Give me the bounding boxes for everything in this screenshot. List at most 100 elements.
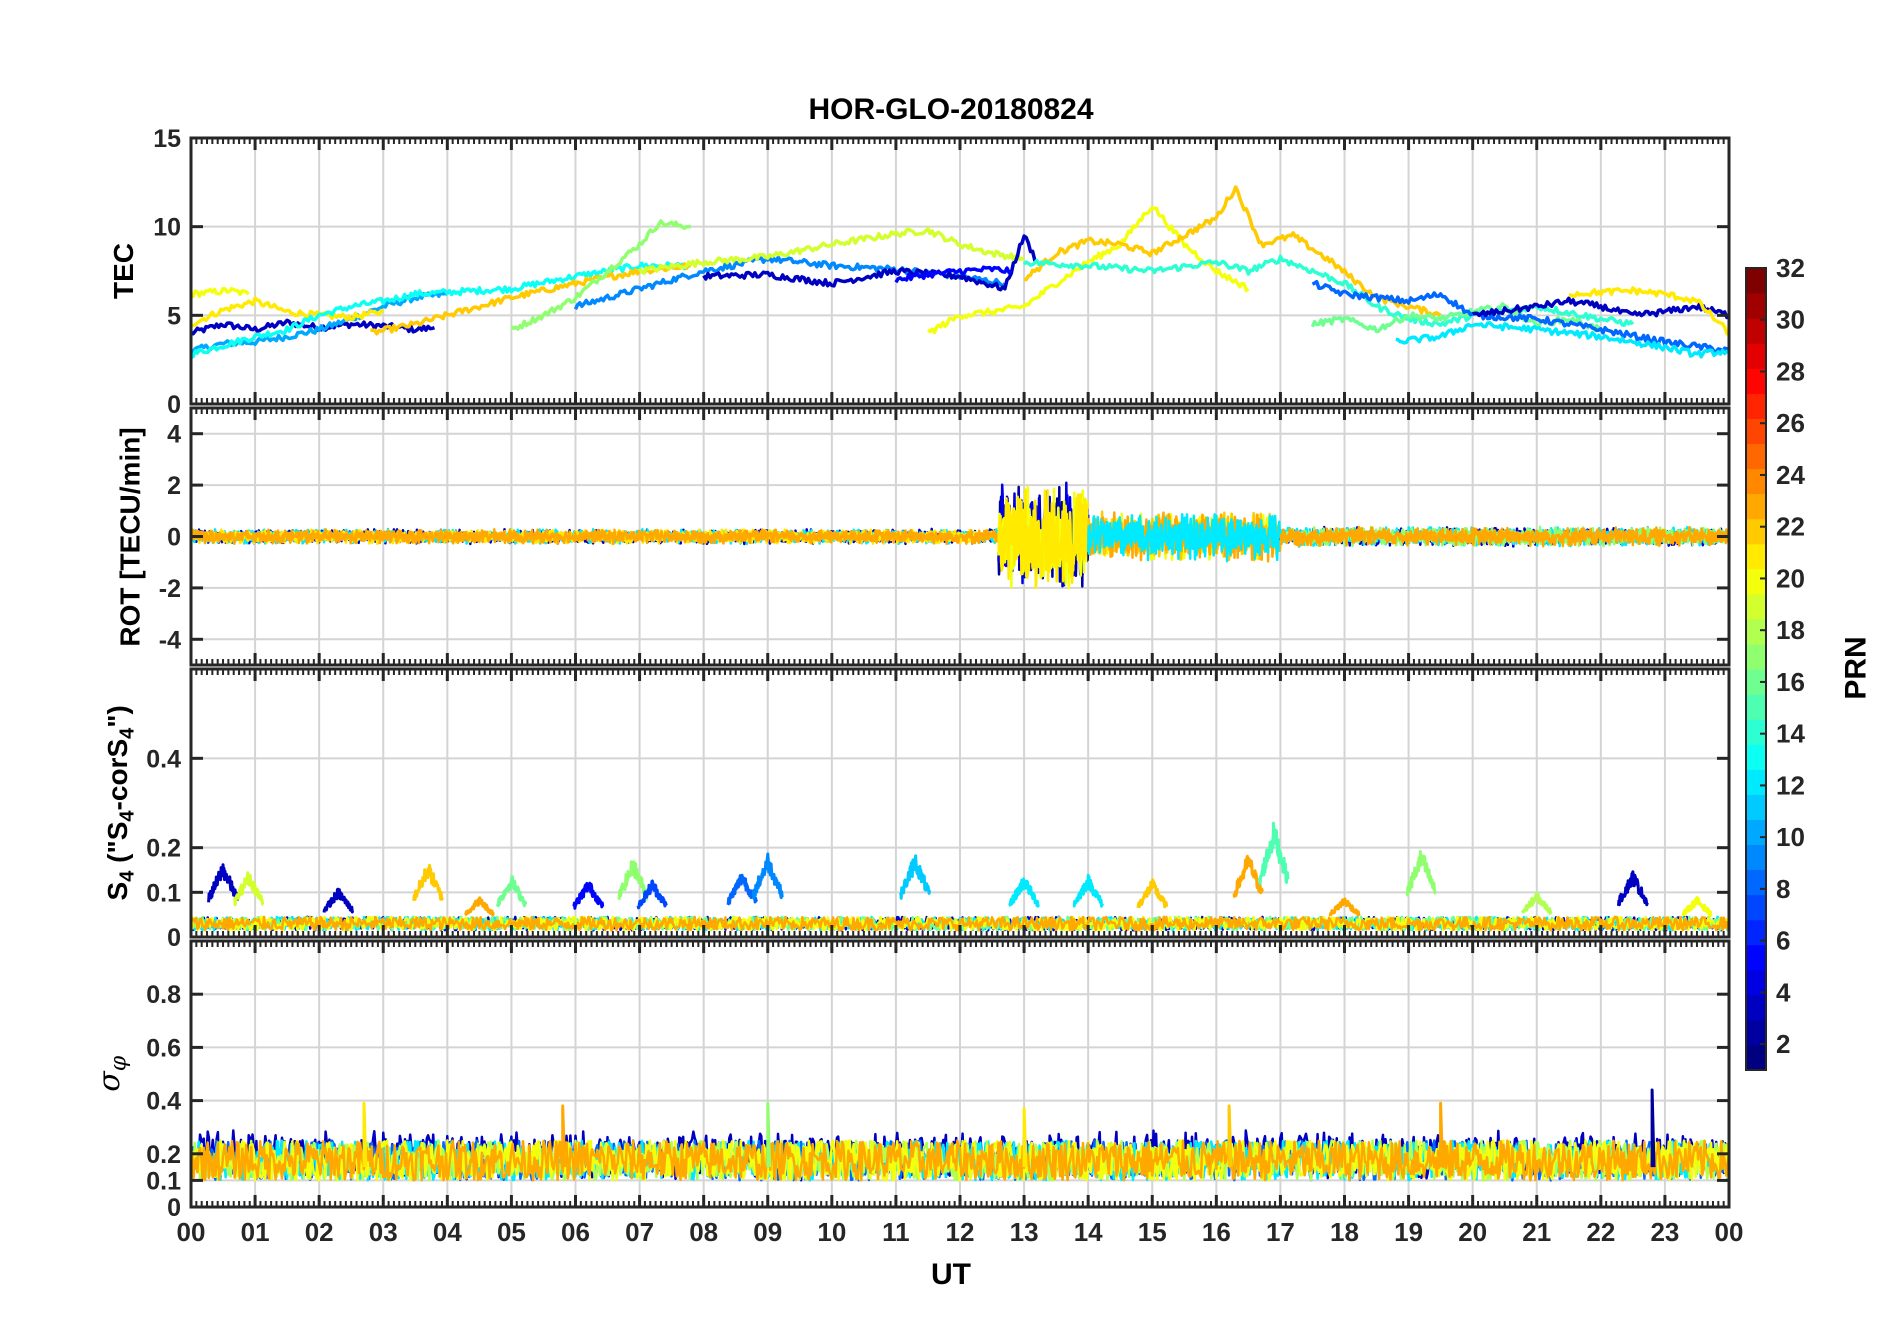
y-axis-label-rot: ROT [TECU/min]	[114, 426, 146, 647]
colorbar-segment	[1746, 493, 1766, 520]
colorbar-segment	[1746, 769, 1766, 795]
colorbar-tick-label: 26	[1776, 408, 1805, 438]
colorbar-frame	[1745, 267, 1767, 1071]
colorbar-segment	[1746, 844, 1766, 871]
y-tick-label: 0	[167, 1194, 181, 1222]
sigma-phi-peak-prn-23	[1439, 1101, 1444, 1168]
colorbar-segment	[1746, 268, 1766, 294]
s4-peak-prn-12	[1008, 877, 1040, 908]
s4-peak-prn-19	[232, 871, 265, 907]
colorbar-segment	[1746, 819, 1766, 846]
y-tick-label: 0.2	[146, 835, 181, 863]
y-tick-label: 2	[167, 472, 181, 500]
colorbar-tick-label: 16	[1776, 667, 1805, 697]
tec-series-prn-19	[638, 226, 1025, 276]
x-tick-label: 13	[1010, 1217, 1039, 1247]
colorbar-tick-label: 18	[1776, 615, 1805, 645]
y-tick-label: 0.8	[146, 981, 181, 1009]
tec-series-prn-20	[189, 286, 250, 299]
colorbar-segment	[1746, 944, 1766, 971]
colorbar-segment	[1746, 694, 1766, 720]
x-tick-label: 00	[1715, 1217, 1744, 1247]
y-tick-label: 0	[167, 524, 181, 552]
colorbar-tick-label: 28	[1776, 356, 1805, 386]
x-tick-label: 15	[1138, 1217, 1167, 1247]
tec-series-prn-22	[1023, 185, 1442, 318]
y-tick-label: 10	[153, 214, 181, 242]
s4-peak-prn-23	[463, 896, 495, 917]
x-tick-label: 17	[1266, 1217, 1295, 1247]
s4-peak-prn-12	[1072, 873, 1104, 908]
colorbar-segment	[1746, 368, 1766, 394]
y-tick-label: 0.6	[146, 1034, 181, 1062]
rot-series-prn-21	[997, 488, 1090, 589]
y-tick-label: 5	[167, 302, 181, 330]
colorbar-tick-label: 32	[1776, 253, 1805, 283]
colorbar-segment	[1746, 969, 1766, 996]
tec-series-prn-5	[894, 265, 1013, 284]
colorbar-segment	[1746, 1044, 1766, 1071]
y-tick-label: 0.4	[146, 745, 181, 773]
x-tick-label: 12	[946, 1217, 975, 1247]
y-axis-label-tec: TEC	[108, 243, 139, 299]
chart-title: HOR-GLO-20180824	[808, 93, 1094, 126]
colorbar-segment	[1746, 318, 1766, 344]
s4-peak-prn-9	[751, 852, 784, 900]
colorbar-segment	[1746, 518, 1766, 545]
y-tick-label: 0.1	[146, 1167, 181, 1195]
x-tick-label: 21	[1522, 1217, 1551, 1247]
tec-series-prn-21	[190, 296, 385, 328]
x-tick-label: 18	[1330, 1217, 1359, 1247]
sigma-phi-peak-prn-22	[1227, 1104, 1233, 1168]
y-axis-label-sigma-phi: σφ	[92, 1055, 132, 1092]
sigma-phi-peak-prn-17	[766, 1101, 772, 1168]
x-tick-label: 00	[177, 1217, 206, 1247]
sigma-phi-series-prn-23	[189, 1139, 1731, 1182]
s4-peak-prn-17	[1405, 850, 1437, 897]
s4-peak-prn-5	[572, 881, 605, 910]
colorbar-segment	[1746, 719, 1766, 745]
colorbar-segment	[1746, 894, 1766, 921]
y-tick-label: 0.1	[146, 879, 181, 907]
s4-peak-prn-22	[412, 863, 444, 902]
x-tick-label: 01	[241, 1217, 270, 1247]
s4-peak-prn-16	[495, 875, 528, 908]
y-tick-label: -2	[159, 575, 181, 603]
tec-series-prn-22	[370, 262, 692, 336]
s4-peak-prn-23	[1328, 897, 1361, 917]
s4-peak-prn-20	[1681, 895, 1713, 918]
y-axis-label-s4: S4 ("S4-corS4")	[101, 705, 138, 901]
colorbar-tick-label: 12	[1776, 770, 1805, 800]
colorbar-tick-label: 10	[1776, 822, 1805, 852]
s4-peak-prn-7	[636, 879, 668, 910]
colorbar-segment	[1746, 418, 1766, 445]
x-tick-label: 10	[817, 1217, 846, 1247]
colorbar-segment	[1746, 343, 1766, 369]
colorbar-segment	[1746, 794, 1766, 820]
colorbar-segment	[1746, 1019, 1766, 1046]
rot-series-prn-23	[1279, 525, 1731, 548]
x-tick-label: 11	[882, 1217, 910, 1247]
colorbar-segment	[1746, 293, 1766, 319]
x-tick-label: 14	[1074, 1217, 1103, 1247]
s4-peak-prn-8	[726, 873, 758, 906]
rot-series-prn-12	[1086, 512, 1282, 563]
colorbar-tick-label: 8	[1776, 874, 1790, 904]
s4-peak-prn-23	[1232, 854, 1265, 898]
sigma-phi-peak-prn-21	[362, 1101, 368, 1168]
s4-peak-prn-15	[1258, 821, 1290, 885]
colorbar-segment	[1746, 443, 1766, 470]
s4-peak-prn-22	[1136, 878, 1169, 909]
y-tick-label: -4	[159, 626, 181, 654]
s4-peak-prn-17	[617, 860, 649, 901]
x-tick-label: 02	[305, 1217, 334, 1247]
x-tick-label: 19	[1394, 1217, 1423, 1247]
colorbar-tick-label: 20	[1776, 563, 1805, 593]
colorbar-tick-label: 6	[1776, 926, 1790, 956]
s4-peak-prn-3	[207, 863, 239, 903]
tec-series-prn-3	[702, 234, 1039, 292]
tec-series-prn-20	[926, 205, 1250, 335]
sigma-phi-peak-prn-21	[1022, 1107, 1028, 1168]
s4-peak-prn-3	[1617, 870, 1649, 907]
